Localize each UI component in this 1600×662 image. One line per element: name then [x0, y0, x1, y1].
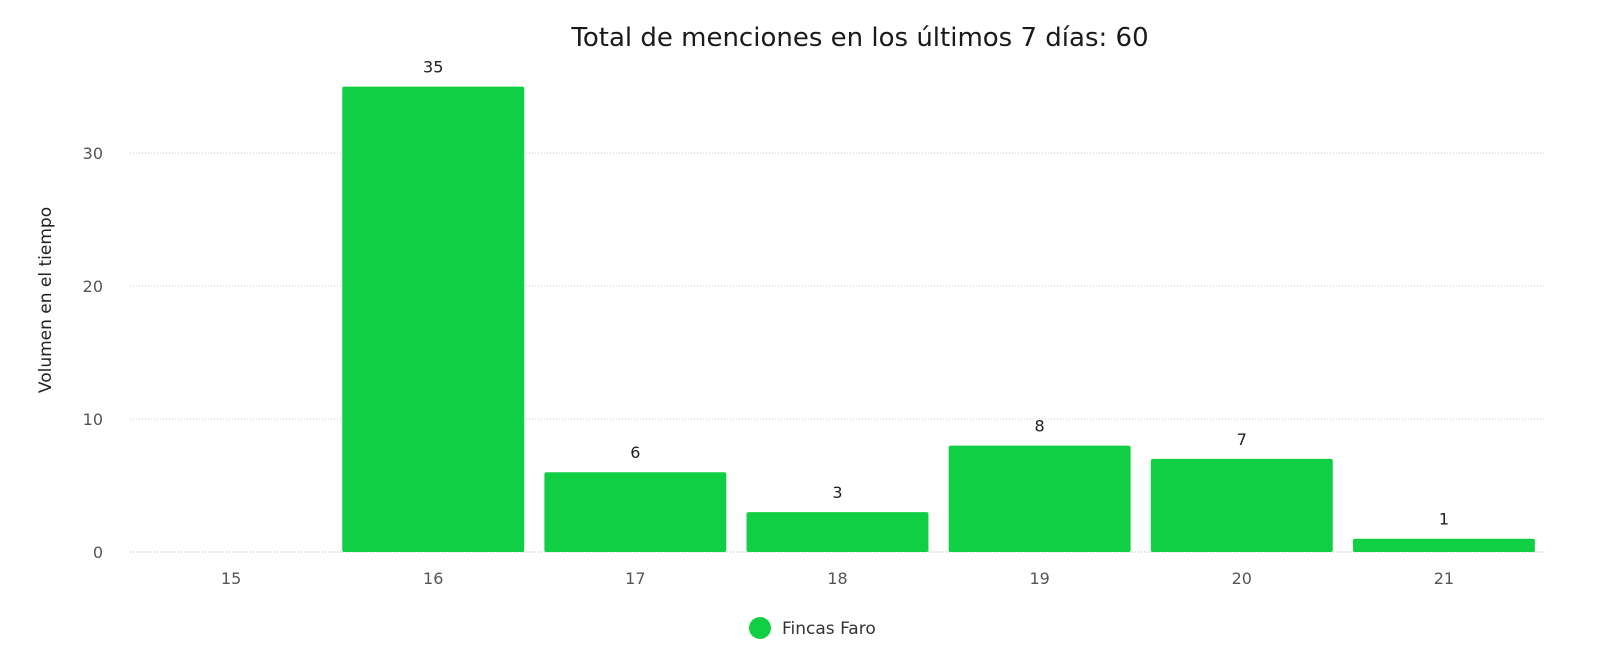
y-axis-title: Volumen en el tiempo [36, 207, 56, 393]
x-tick-label: 17 [625, 569, 645, 588]
data-label-16: 35 [423, 58, 443, 77]
data-label-19: 8 [1035, 417, 1045, 436]
legend[interactable]: Fincas Faro [749, 617, 876, 639]
data-label-17: 6 [630, 443, 640, 462]
y-axis-ticks: 0 10 20 30 [83, 144, 103, 562]
x-tick-label: 19 [1029, 569, 1049, 588]
x-axis-ticks: 15 16 17 18 19 20 21 [221, 569, 1454, 588]
data-labels: 35 6 3 8 7 1 [423, 58, 1449, 529]
bar-21[interactable] [1352, 538, 1535, 552]
x-tick-label: 18 [827, 569, 847, 588]
bar-17[interactable] [544, 472, 727, 552]
bars [342, 86, 1535, 552]
x-tick-label: 20 [1232, 569, 1252, 588]
chart-title: Total de menciones en los últimos 7 días… [570, 23, 1148, 53]
y-tick-label: 10 [83, 410, 103, 429]
legend-label[interactable]: Fincas Faro [782, 619, 876, 639]
x-tick-label: 15 [221, 569, 241, 588]
x-tick-label: 16 [423, 569, 443, 588]
y-tick-label: 30 [83, 144, 103, 163]
y-tick-label: 0 [93, 543, 103, 562]
legend-marker-icon[interactable] [749, 617, 771, 639]
bar-18[interactable] [746, 512, 929, 552]
bar-16[interactable] [342, 86, 525, 552]
x-tick-label: 21 [1434, 569, 1454, 588]
y-tick-label: 20 [83, 277, 103, 296]
data-label-18: 3 [832, 483, 842, 502]
data-label-20: 7 [1237, 430, 1247, 449]
bar-20[interactable] [1150, 458, 1333, 552]
data-label-21: 1 [1439, 510, 1449, 529]
bar-19[interactable] [948, 445, 1131, 552]
